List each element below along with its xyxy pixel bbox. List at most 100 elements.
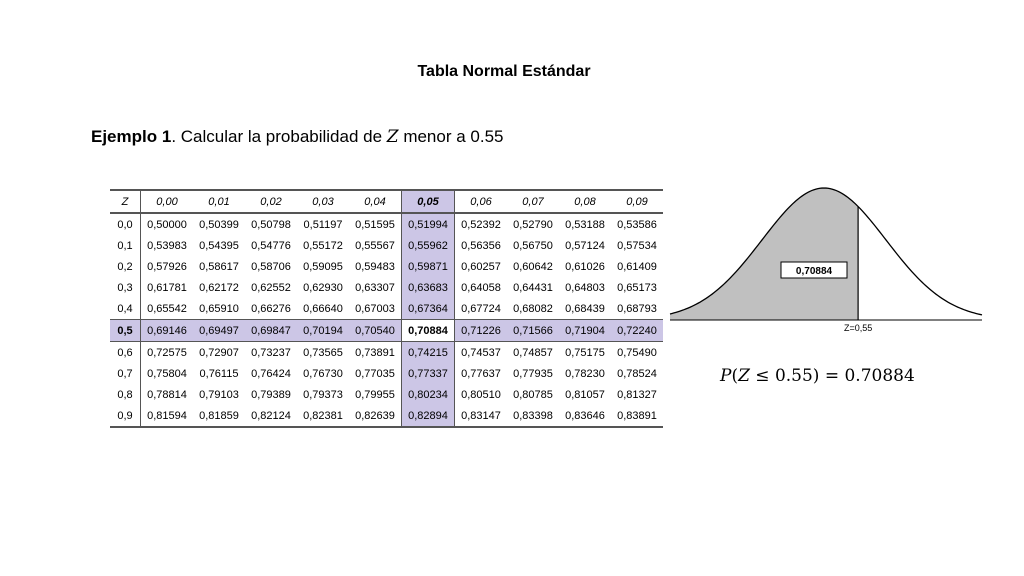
table-cell: 0,53188 [565, 218, 605, 231]
table-cell: 0,69497 [193, 319, 245, 342]
table-cell: 0,80510 [461, 388, 501, 401]
table-cell: 0,72240 [611, 319, 663, 342]
example-label: Ejemplo 1 [91, 127, 172, 146]
table-cell: 0,82381 [297, 405, 349, 428]
area-value-label: 0,70884 [796, 266, 833, 277]
table-cell: 0,74857 [513, 346, 553, 359]
area-value-box [780, 261, 848, 279]
table-cell: 0,76115 [199, 367, 239, 380]
table-cell: 0,56356 [461, 239, 501, 252]
table-cell: 0,77637 [461, 367, 501, 380]
table-cell: 0,53586 [617, 218, 657, 231]
table-cell: 0,75175 [565, 346, 605, 359]
table-cell: 0,64803 [565, 281, 605, 294]
table-cell: 0,73891 [355, 346, 395, 359]
table-cell: 0,79955 [355, 388, 395, 401]
result-formula: P(Z ≤ 0.55) = 0.70884 [720, 366, 915, 386]
table-row: 0,0 0,50000 0,50399 0,50798 0,51197 0,51595 0,… [110, 213, 663, 235]
table-cell: 0,63683 [401, 277, 455, 298]
row-header: 0,5 [110, 319, 141, 342]
table-cell: 0,73565 [303, 346, 343, 359]
table-cell: 0,65173 [617, 281, 657, 294]
table-cell: 0,76424 [251, 367, 291, 380]
table-cell: 0,50399 [199, 218, 239, 231]
table-cell: 0,81057 [565, 388, 605, 401]
table-row: 0,9 0,81594 0,81859 0,82124 0,82381 0,82639 0,… [110, 405, 663, 428]
row-header: 0,8 [110, 384, 141, 405]
table-cell: 0,59095 [303, 260, 343, 273]
table-cell: 0,66276 [251, 302, 291, 315]
table-cell: 0,59871 [401, 256, 455, 277]
table-cell: 0,50798 [251, 218, 291, 231]
column-header: 0,05 [401, 189, 455, 214]
table-cell: 0,63307 [355, 281, 395, 294]
row-header: 0,1 [110, 235, 141, 256]
z-table: Z 0,00 0,01 0,02 0,03 0,04 0,05 0,06 0,07 0,08 0,0… [110, 189, 663, 428]
table-cell: 0,61781 [147, 281, 187, 294]
row-header: 0,2 [110, 256, 141, 277]
table-cell: 0,67364 [401, 298, 455, 320]
column-header: 0,06 [454, 189, 507, 214]
table-cell: 0,55172 [303, 239, 343, 252]
column-header: 0,07 [507, 189, 559, 214]
table-cell: 0,65910 [199, 302, 239, 315]
table-cell: 0,81327 [617, 388, 657, 401]
row-header: 0,9 [110, 405, 141, 428]
table-cell: 0,75804 [147, 367, 187, 380]
result-open: ( [731, 366, 739, 386]
table-cell: 0,79103 [199, 388, 239, 401]
table-cell: 0,57124 [565, 239, 605, 252]
example-variable: Z [386, 127, 399, 147]
table-cell: 0,51595 [355, 218, 395, 231]
table-cell: 0,77935 [513, 367, 553, 380]
table-cell: 0,82639 [349, 405, 402, 428]
table-cell: 0,65542 [147, 302, 187, 315]
table-cell: 0,83646 [559, 405, 611, 428]
column-header: 0,08 [559, 189, 611, 214]
curve-line [669, 187, 983, 316]
table-cell: 0,54395 [199, 239, 239, 252]
result-rel: ≤ 0.55) = 0.70884 [749, 366, 915, 386]
row-header: 0,7 [110, 363, 141, 384]
table-cell: 0,75490 [617, 346, 657, 359]
table-cell: 0,77337 [401, 363, 455, 384]
result-var: Z [738, 366, 750, 386]
table-row: 0,8 0,78814 0,79103 0,79389 0,79373 0,79955 0,… [110, 384, 663, 405]
column-header: 0,02 [245, 189, 297, 214]
table-row: 0,2 0,57926 0,58617 0,58706 0,59095 0,59483 0,… [110, 256, 663, 277]
example-text-after: menor a 0.55 [398, 127, 504, 146]
table-cell: 0,79389 [251, 388, 291, 401]
table-cell: 0,69847 [245, 319, 297, 342]
table-cell: 0,72907 [199, 346, 239, 359]
table-cell: 0,57534 [617, 239, 657, 252]
row-header: 0,3 [110, 277, 141, 298]
table-cell: 0,67003 [355, 302, 395, 315]
table-cell: 0,60257 [461, 260, 501, 273]
table-cell: 0,68082 [513, 302, 553, 315]
table-cell: 0,78524 [617, 367, 657, 380]
row-header: 0,4 [110, 298, 141, 320]
example-text-before: . Calcular la probabilidad de [171, 127, 387, 146]
table-cell: 0,57926 [147, 260, 187, 273]
result-p: P [720, 366, 732, 386]
table-cell: 0,55567 [355, 239, 395, 252]
table-cell: 0,56750 [513, 239, 553, 252]
row-header: 0,6 [110, 341, 141, 363]
example-statement: Ejemplo 1. Calcular la probabilidad de Z… [91, 127, 504, 147]
table-cell: 0,80785 [513, 388, 553, 401]
table-cell: 0,81859 [193, 405, 245, 428]
column-header: 0,09 [611, 189, 663, 214]
normal-curve: 0,70884 Z=0,55 [669, 187, 983, 333]
table-row: 0,3 0,61781 0,62172 0,62552 0,62930 0,63307 0,… [110, 277, 663, 298]
table-cell: 0,78230 [565, 367, 605, 380]
table-cell: 0,60642 [513, 260, 553, 273]
table-cell: 0,70540 [349, 319, 402, 342]
table-corner-header: Z [110, 189, 141, 214]
table-cell: 0,58706 [251, 260, 291, 273]
table-cell: 0,78814 [147, 388, 187, 401]
row-header: 0,0 [110, 213, 141, 235]
table-cell: 0,66640 [303, 302, 343, 315]
table-cell: 0,71566 [507, 319, 559, 342]
shaded-area [670, 188, 859, 320]
table-cell: 0,58617 [199, 260, 239, 273]
